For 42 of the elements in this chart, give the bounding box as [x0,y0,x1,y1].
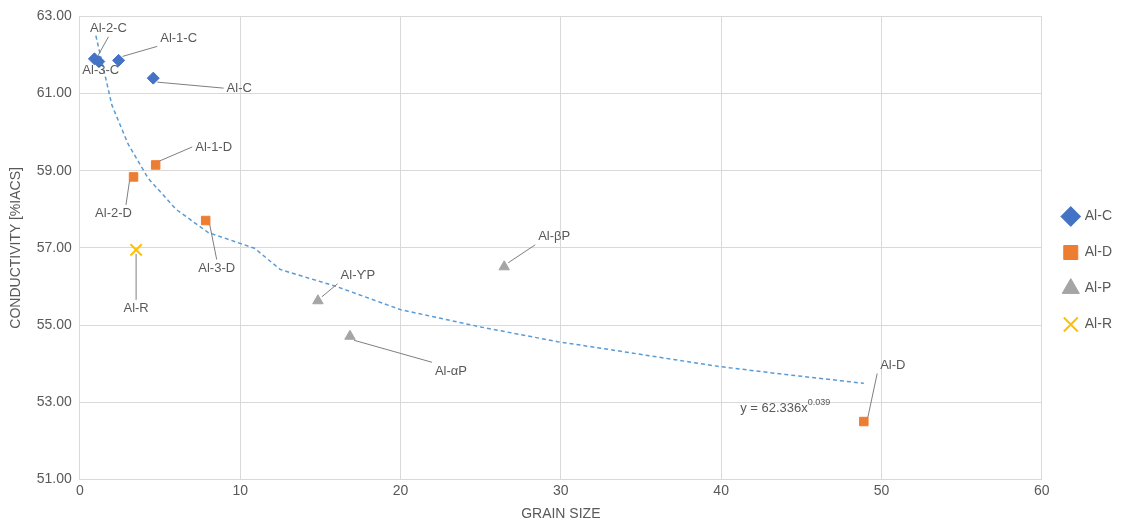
point [146,71,160,85]
x-tick-label: 50 [873,481,890,498]
legend-label: Al-P [1084,279,1112,296]
point [498,260,510,271]
point [859,416,869,427]
y-tick-label: 51.00 [36,470,73,487]
point [129,243,143,257]
annotation: Al-C [226,79,252,95]
y-tick-label: 61.00 [36,84,73,101]
x-tick-label: 40 [713,481,730,498]
point [112,53,126,67]
legend-label: Al-R [1084,315,1113,332]
x-tick-label: 10 [232,481,249,498]
y-tick-label: 63.00 [36,7,73,24]
annotation: Al-D [880,357,906,373]
y-tick-label: 59.00 [36,161,73,178]
y-tick-label: 57.00 [36,238,73,255]
y-tick-label: 55.00 [36,315,73,332]
annotation: Al-3-C [82,62,120,78]
legend-label: Al-D [1084,243,1113,260]
x-axis-title: GRAIN SIZE [521,505,601,522]
point [150,160,161,170]
x-tick-label: 60 [1033,481,1050,498]
point [200,215,211,226]
annotation: Al-ϒP [340,267,376,283]
annotation: Al-βP [538,228,571,244]
x-tick-label: 20 [392,481,409,498]
point [344,329,356,340]
annotation: Al-1-D [195,138,233,154]
legend-label: Al-C [1084,207,1113,224]
y-tick-label: 53.00 [36,393,73,410]
point [312,294,324,305]
annotation: Al-2-D [95,205,132,221]
annotation: Al-1-C [160,29,198,45]
annotation: Al-3-D [198,260,236,276]
annotation: Al-R [123,300,149,316]
annotation: Al-αP [434,362,468,378]
x-tick-label: 0 [75,481,84,498]
y-axis-title: CONDUCTIVITY [%IACS] [7,167,24,329]
point [128,172,139,182]
x-tick-label: 30 [553,481,569,498]
annotation: Al-2-C [90,20,127,36]
